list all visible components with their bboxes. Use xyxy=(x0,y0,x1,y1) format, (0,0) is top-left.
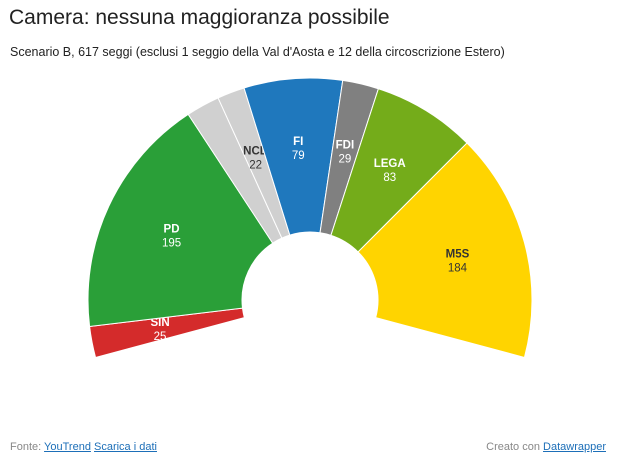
slice-label-ncd: NCD xyxy=(243,145,268,157)
slice-value-fdi: 29 xyxy=(338,153,351,165)
slice-value-fi: 79 xyxy=(292,150,305,162)
slice-m5s xyxy=(357,142,533,359)
created-prefix: Creato con xyxy=(486,441,540,453)
slice-label-m5s: M5S xyxy=(446,248,470,260)
slice-label-fdi: FDI xyxy=(336,139,355,151)
slice-value-lega: 83 xyxy=(383,172,396,184)
slice-value-pd: 195 xyxy=(162,238,181,250)
source-link[interactable]: YouTrend xyxy=(44,441,91,453)
chart-subtitle: Scenario B, 617 seggi (esclusi 1 seggio … xyxy=(10,45,505,59)
download-data-link[interactable]: Scarica i dati xyxy=(94,441,157,453)
slice-label-sin: SIN xyxy=(150,317,169,329)
slice-label-fi: FI xyxy=(293,136,303,148)
slice-label-lega: LEGA xyxy=(374,158,406,170)
slice-value-m5s: 184 xyxy=(448,262,468,274)
footer-credit: Creato con Datawrapper xyxy=(486,441,606,453)
source-prefix: Fonte: xyxy=(10,441,42,453)
slice-value-sin: 25 xyxy=(154,331,167,343)
slice-value-ncd: 22 xyxy=(249,159,262,171)
chart-title: Camera: nessuna maggioranza possibile xyxy=(9,6,390,29)
datawrapper-link[interactable]: Datawrapper xyxy=(543,441,606,453)
footer-source: Fonte: YouTrend Scarica i dati xyxy=(10,441,157,453)
slice-pd xyxy=(87,113,274,328)
slice-label-pd: PD xyxy=(164,224,180,236)
